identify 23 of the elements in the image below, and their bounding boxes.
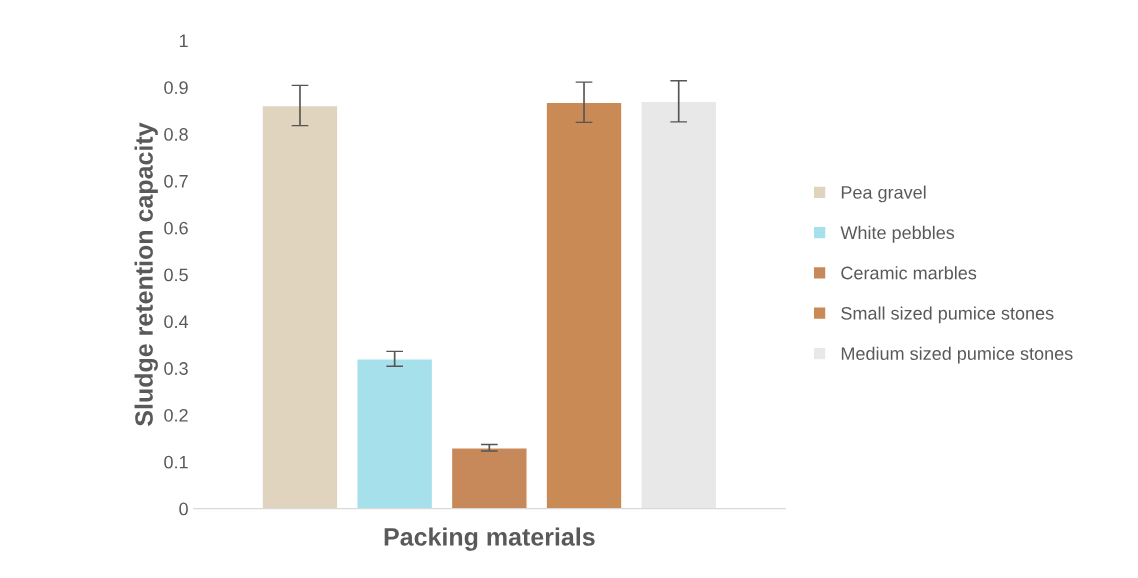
bar: [261, 104, 339, 509]
y-axis-title: Sludge retention capacity: [134, 122, 158, 426]
x-axis-title: Packing materials: [384, 527, 595, 551]
bar: [640, 100, 718, 509]
y-tick-label: 0.8: [164, 128, 188, 141]
bar: [450, 447, 528, 509]
y-tick-label: 0.7: [164, 174, 188, 188]
y-tick-label: 0: [179, 502, 188, 516]
y-tick-label: 0.4: [164, 315, 189, 329]
y-tick-label: 0.6: [164, 221, 188, 235]
y-tick-label: 0.9: [164, 81, 188, 94]
legend-label: White pebbles: [840, 225, 955, 243]
bar: [356, 358, 434, 509]
bar: [545, 101, 623, 509]
y-tick-label: 0.5: [164, 268, 188, 282]
y-tick-label: 0.3: [164, 362, 188, 375]
legend-label: Pea gravel: [841, 185, 926, 203]
y-tick-label: 1: [179, 34, 188, 47]
legend-label: Ceramic marbles: [841, 266, 977, 280]
y-tick-label: 0.2: [164, 408, 188, 422]
legend-label: Medium sized pumice stones: [841, 346, 1073, 364]
legend-label: Small sized pumice stones: [841, 306, 1054, 324]
y-tick-label: 0.1: [164, 455, 188, 469]
